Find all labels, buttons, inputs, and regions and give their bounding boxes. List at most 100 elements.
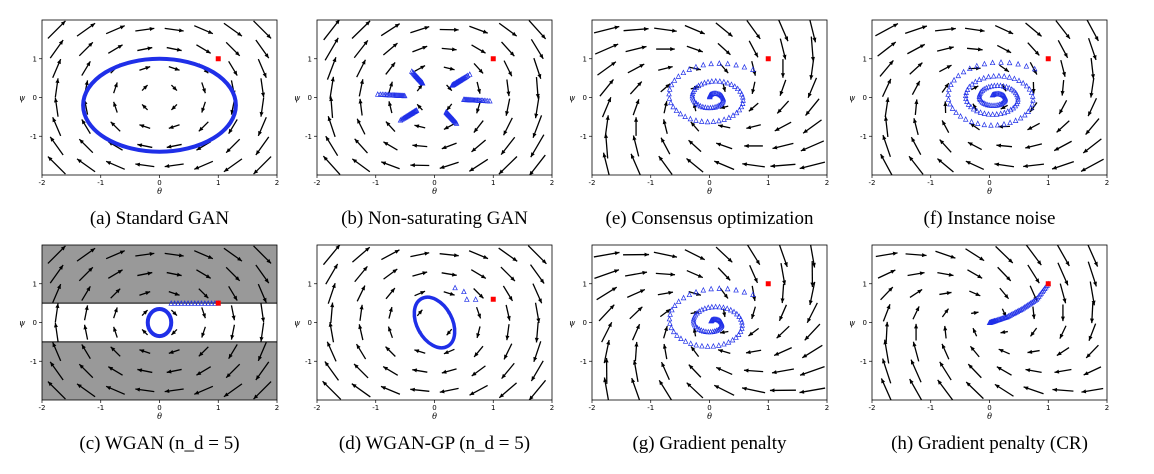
x-tick-label: 2 [275, 179, 279, 187]
trajectory-point [986, 319, 993, 326]
field-arrow [137, 143, 153, 149]
trajectory-point [997, 110, 1004, 117]
field-arrow [994, 24, 1014, 35]
field-arrow [471, 44, 486, 54]
field-arrow [257, 342, 267, 362]
field-arrow [358, 98, 363, 116]
trajectory-point [983, 84, 990, 91]
trajectory-point [739, 319, 745, 325]
field-arrow [663, 101, 668, 114]
field-arrow [690, 346, 700, 358]
trajectory-point [989, 59, 996, 66]
field-arrow [722, 83, 727, 92]
field-arrow [530, 360, 544, 382]
trajectory-point [700, 61, 707, 68]
field-arrow [164, 388, 184, 394]
x-tick-label: -1 [647, 179, 654, 187]
field-arrow [662, 343, 668, 360]
trajectory-point [986, 83, 992, 90]
field-arrow [996, 44, 1012, 54]
trajectory-point [974, 107, 980, 114]
field-arrow [779, 38, 787, 60]
field-arrow [601, 321, 613, 343]
trajectory-point [195, 300, 201, 306]
subplot-caption: (c) WGAN (n_d = 5) [79, 433, 240, 454]
trajectory [666, 285, 756, 349]
field-arrow [502, 285, 514, 302]
trajectory-point [1007, 119, 1013, 126]
field-arrow [412, 368, 428, 373]
trajectory-point [710, 118, 717, 125]
field-arrow [939, 361, 952, 381]
field-arrow [939, 139, 952, 153]
trajectory-point [729, 336, 736, 343]
trajectory-point [208, 300, 215, 306]
field-arrow [330, 302, 335, 324]
field-arrow [1059, 283, 1067, 304]
field-arrow [81, 60, 91, 76]
x-tick-label: -1 [372, 404, 379, 412]
field-arrow [748, 327, 760, 337]
field-arrow [476, 81, 481, 94]
field-arrow [196, 269, 212, 279]
field-arrow [774, 121, 792, 132]
field-arrow [778, 304, 788, 322]
trajectory-point [1023, 63, 1030, 69]
field-arrow [1051, 160, 1075, 170]
x-axis-label: θ [432, 187, 437, 196]
x-tick-label: 2 [550, 404, 554, 412]
subplot-f-svg: -2 -1 0 1 2 1 0 -1 θ ψ [849, 19, 1109, 196]
field-arrow [260, 303, 266, 323]
trajectory-point [995, 101, 1001, 108]
trajectory-point [666, 95, 673, 101]
field-arrow [253, 381, 272, 400]
field-arrow [943, 101, 948, 114]
field-arrow [170, 84, 178, 92]
field-arrow [904, 25, 928, 35]
field-arrow [410, 163, 430, 168]
field-arrow [223, 247, 243, 262]
field-arrow [1085, 118, 1100, 135]
field-arrow [905, 253, 927, 258]
field-arrow [107, 44, 123, 54]
field-arrow [439, 27, 459, 32]
field-arrow [1089, 77, 1095, 98]
field-arrow [1027, 42, 1040, 56]
y-tick-label: 0 [308, 94, 312, 102]
subplot-caption: (b) Non-saturating GAN [341, 208, 528, 229]
field-arrow [194, 160, 214, 170]
field-arrow [356, 59, 367, 78]
y-axis-label: ψ [294, 94, 301, 103]
field-arrow [253, 245, 272, 264]
field-arrow [884, 321, 890, 343]
field-arrow [105, 385, 125, 395]
trajectory-point [409, 68, 415, 74]
field-arrow [601, 97, 612, 118]
field-arrow [166, 271, 182, 277]
field-arrow [170, 103, 178, 111]
field-arrow [660, 83, 671, 93]
field-arrow [602, 152, 610, 175]
field-arrow [656, 47, 675, 52]
trajectory [374, 68, 493, 126]
field-arrow [501, 41, 515, 57]
trajectory-point [686, 291, 693, 298]
field-arrow [255, 361, 270, 381]
trajectory-point [461, 288, 467, 295]
trajectory-point [993, 102, 999, 108]
subplot-e-svg: -2 -1 0 1 2 1 0 -1 θ ψ [569, 19, 829, 196]
field-arrow [498, 156, 518, 175]
x-tick-label: -1 [927, 179, 934, 187]
field-arrow [746, 245, 761, 266]
trajectory-point [461, 96, 467, 102]
trajectory-point [733, 286, 739, 293]
field-arrow [388, 101, 393, 114]
field-arrow [259, 97, 265, 117]
trajectory-point [717, 91, 724, 98]
trajectory-point [680, 69, 687, 76]
trajectory-point [738, 90, 745, 97]
field-arrow [688, 364, 702, 378]
field-arrow [967, 269, 983, 279]
field-arrow [743, 368, 764, 373]
field-arrow [1055, 20, 1071, 40]
